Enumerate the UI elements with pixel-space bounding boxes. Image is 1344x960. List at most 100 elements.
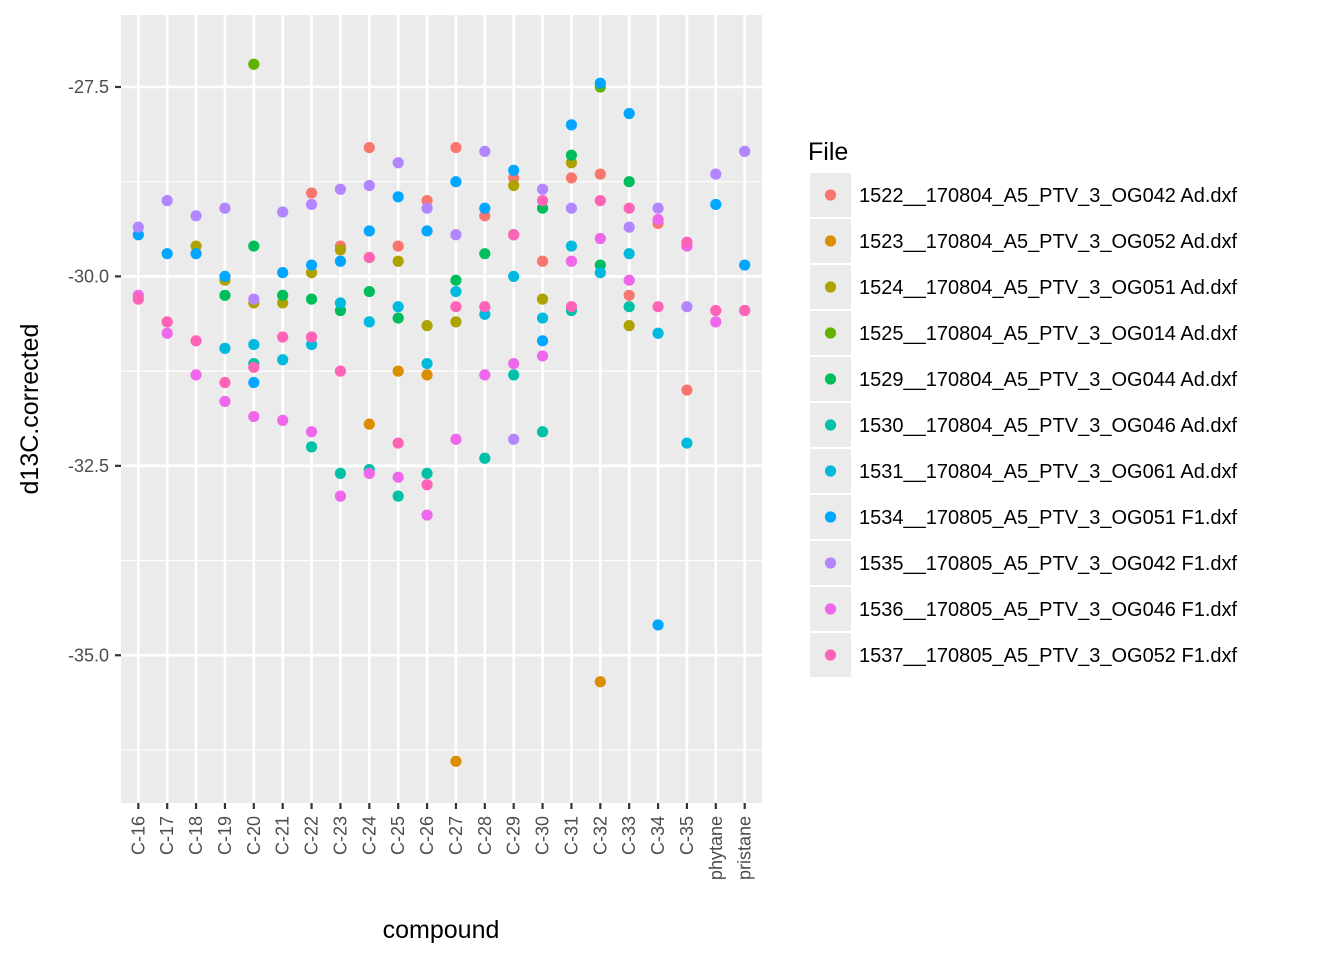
data-point — [421, 467, 433, 480]
data-point — [479, 452, 491, 464]
legend-marker — [824, 281, 837, 293]
data-point — [652, 301, 664, 313]
x-tick-label: C-35 — [677, 816, 697, 855]
data-point — [363, 418, 375, 430]
data-point — [305, 198, 318, 211]
data-point — [450, 285, 462, 298]
data-point — [305, 426, 318, 438]
data-point — [710, 316, 722, 328]
data-point — [277, 414, 289, 426]
data-point — [392, 301, 404, 313]
data-point — [536, 312, 549, 324]
data-point — [421, 357, 433, 370]
data-point — [219, 202, 231, 214]
data-point — [594, 168, 606, 180]
data-point — [190, 369, 202, 381]
legend-marker — [824, 419, 837, 431]
data-point — [277, 206, 289, 218]
data-point — [363, 251, 375, 264]
data-point — [305, 259, 318, 271]
data-point — [536, 293, 549, 305]
x-tick-label: C-29 — [504, 816, 524, 855]
data-point — [594, 232, 606, 245]
x-tick-label: C-24 — [359, 816, 379, 855]
data-point — [421, 320, 433, 332]
data-point — [536, 183, 549, 195]
x-tick-label: C-16 — [128, 816, 148, 855]
data-point — [277, 354, 289, 366]
x-tick-label: C-30 — [533, 816, 553, 855]
data-point — [565, 119, 578, 131]
data-point — [652, 202, 664, 214]
data-point — [450, 274, 462, 286]
data-point — [652, 213, 664, 226]
data-point — [392, 240, 404, 252]
legend-label: 1536__170805_A5_PTV_3_OG046 F1.dxf — [859, 599, 1238, 621]
data-point — [392, 157, 404, 169]
data-point — [132, 221, 144, 233]
data-point — [710, 168, 722, 180]
data-point — [363, 467, 375, 480]
data-point — [277, 289, 289, 301]
legend-marker — [824, 373, 837, 385]
legend-label: 1524__170804_A5_PTV_3_OG051 Ad.dxf — [859, 277, 1238, 299]
x-axis-title: compound — [383, 916, 500, 944]
data-point — [219, 289, 231, 301]
data-point — [161, 248, 173, 260]
data-point — [565, 172, 578, 184]
data-point — [508, 270, 520, 283]
x-tick-label: C-23 — [330, 816, 350, 855]
data-point — [219, 376, 231, 389]
legend-label: 1531__170804_A5_PTV_3_OG061 Ad.dxf — [859, 461, 1238, 483]
legend-label: 1530__170804_A5_PTV_3_OG046 Ad.dxf — [859, 415, 1238, 437]
x-tick-label: C-32 — [590, 816, 610, 855]
data-point — [334, 467, 347, 480]
x-tick-label: C-25 — [388, 816, 408, 855]
data-point — [334, 244, 347, 256]
data-point — [161, 316, 173, 328]
data-point — [623, 248, 635, 260]
data-point — [623, 202, 635, 214]
data-point — [479, 369, 491, 381]
data-point — [421, 369, 433, 381]
data-point — [248, 338, 260, 351]
data-point — [565, 301, 578, 313]
data-point — [739, 145, 751, 157]
legend-marker — [824, 557, 837, 569]
legend-label: 1523__170804_A5_PTV_3_OG052 Ad.dxf — [859, 231, 1238, 253]
data-point — [508, 229, 520, 241]
y-axis-title: d13C.corrected — [16, 324, 44, 495]
legend-label: 1525__170804_A5_PTV_3_OG014 Ad.dxf — [859, 323, 1238, 345]
data-point — [334, 490, 347, 502]
data-point — [248, 240, 260, 252]
data-point — [623, 176, 635, 188]
data-point — [594, 195, 606, 207]
data-point — [248, 293, 260, 305]
data-point — [479, 248, 491, 260]
data-point — [681, 236, 693, 248]
data-point — [450, 433, 462, 445]
data-point — [450, 176, 462, 188]
data-point — [248, 58, 260, 70]
data-point — [190, 248, 202, 260]
data-point — [392, 437, 404, 449]
data-point — [363, 225, 375, 237]
data-point — [161, 195, 173, 207]
legend-title: File — [808, 138, 848, 166]
legend-marker — [824, 327, 837, 339]
data-point — [565, 240, 578, 252]
data-point — [681, 384, 693, 396]
data-point — [450, 755, 462, 767]
data-point — [305, 293, 318, 305]
data-point — [739, 259, 751, 271]
data-point — [508, 357, 520, 370]
x-tick-label: pristane — [735, 816, 755, 880]
data-point — [536, 335, 549, 347]
data-point — [277, 267, 289, 279]
data-point — [623, 274, 635, 286]
y-tick-label: -35.0 — [68, 645, 109, 665]
data-point — [479, 301, 491, 313]
data-point — [132, 293, 144, 305]
x-tick-label: C-33 — [619, 816, 639, 855]
